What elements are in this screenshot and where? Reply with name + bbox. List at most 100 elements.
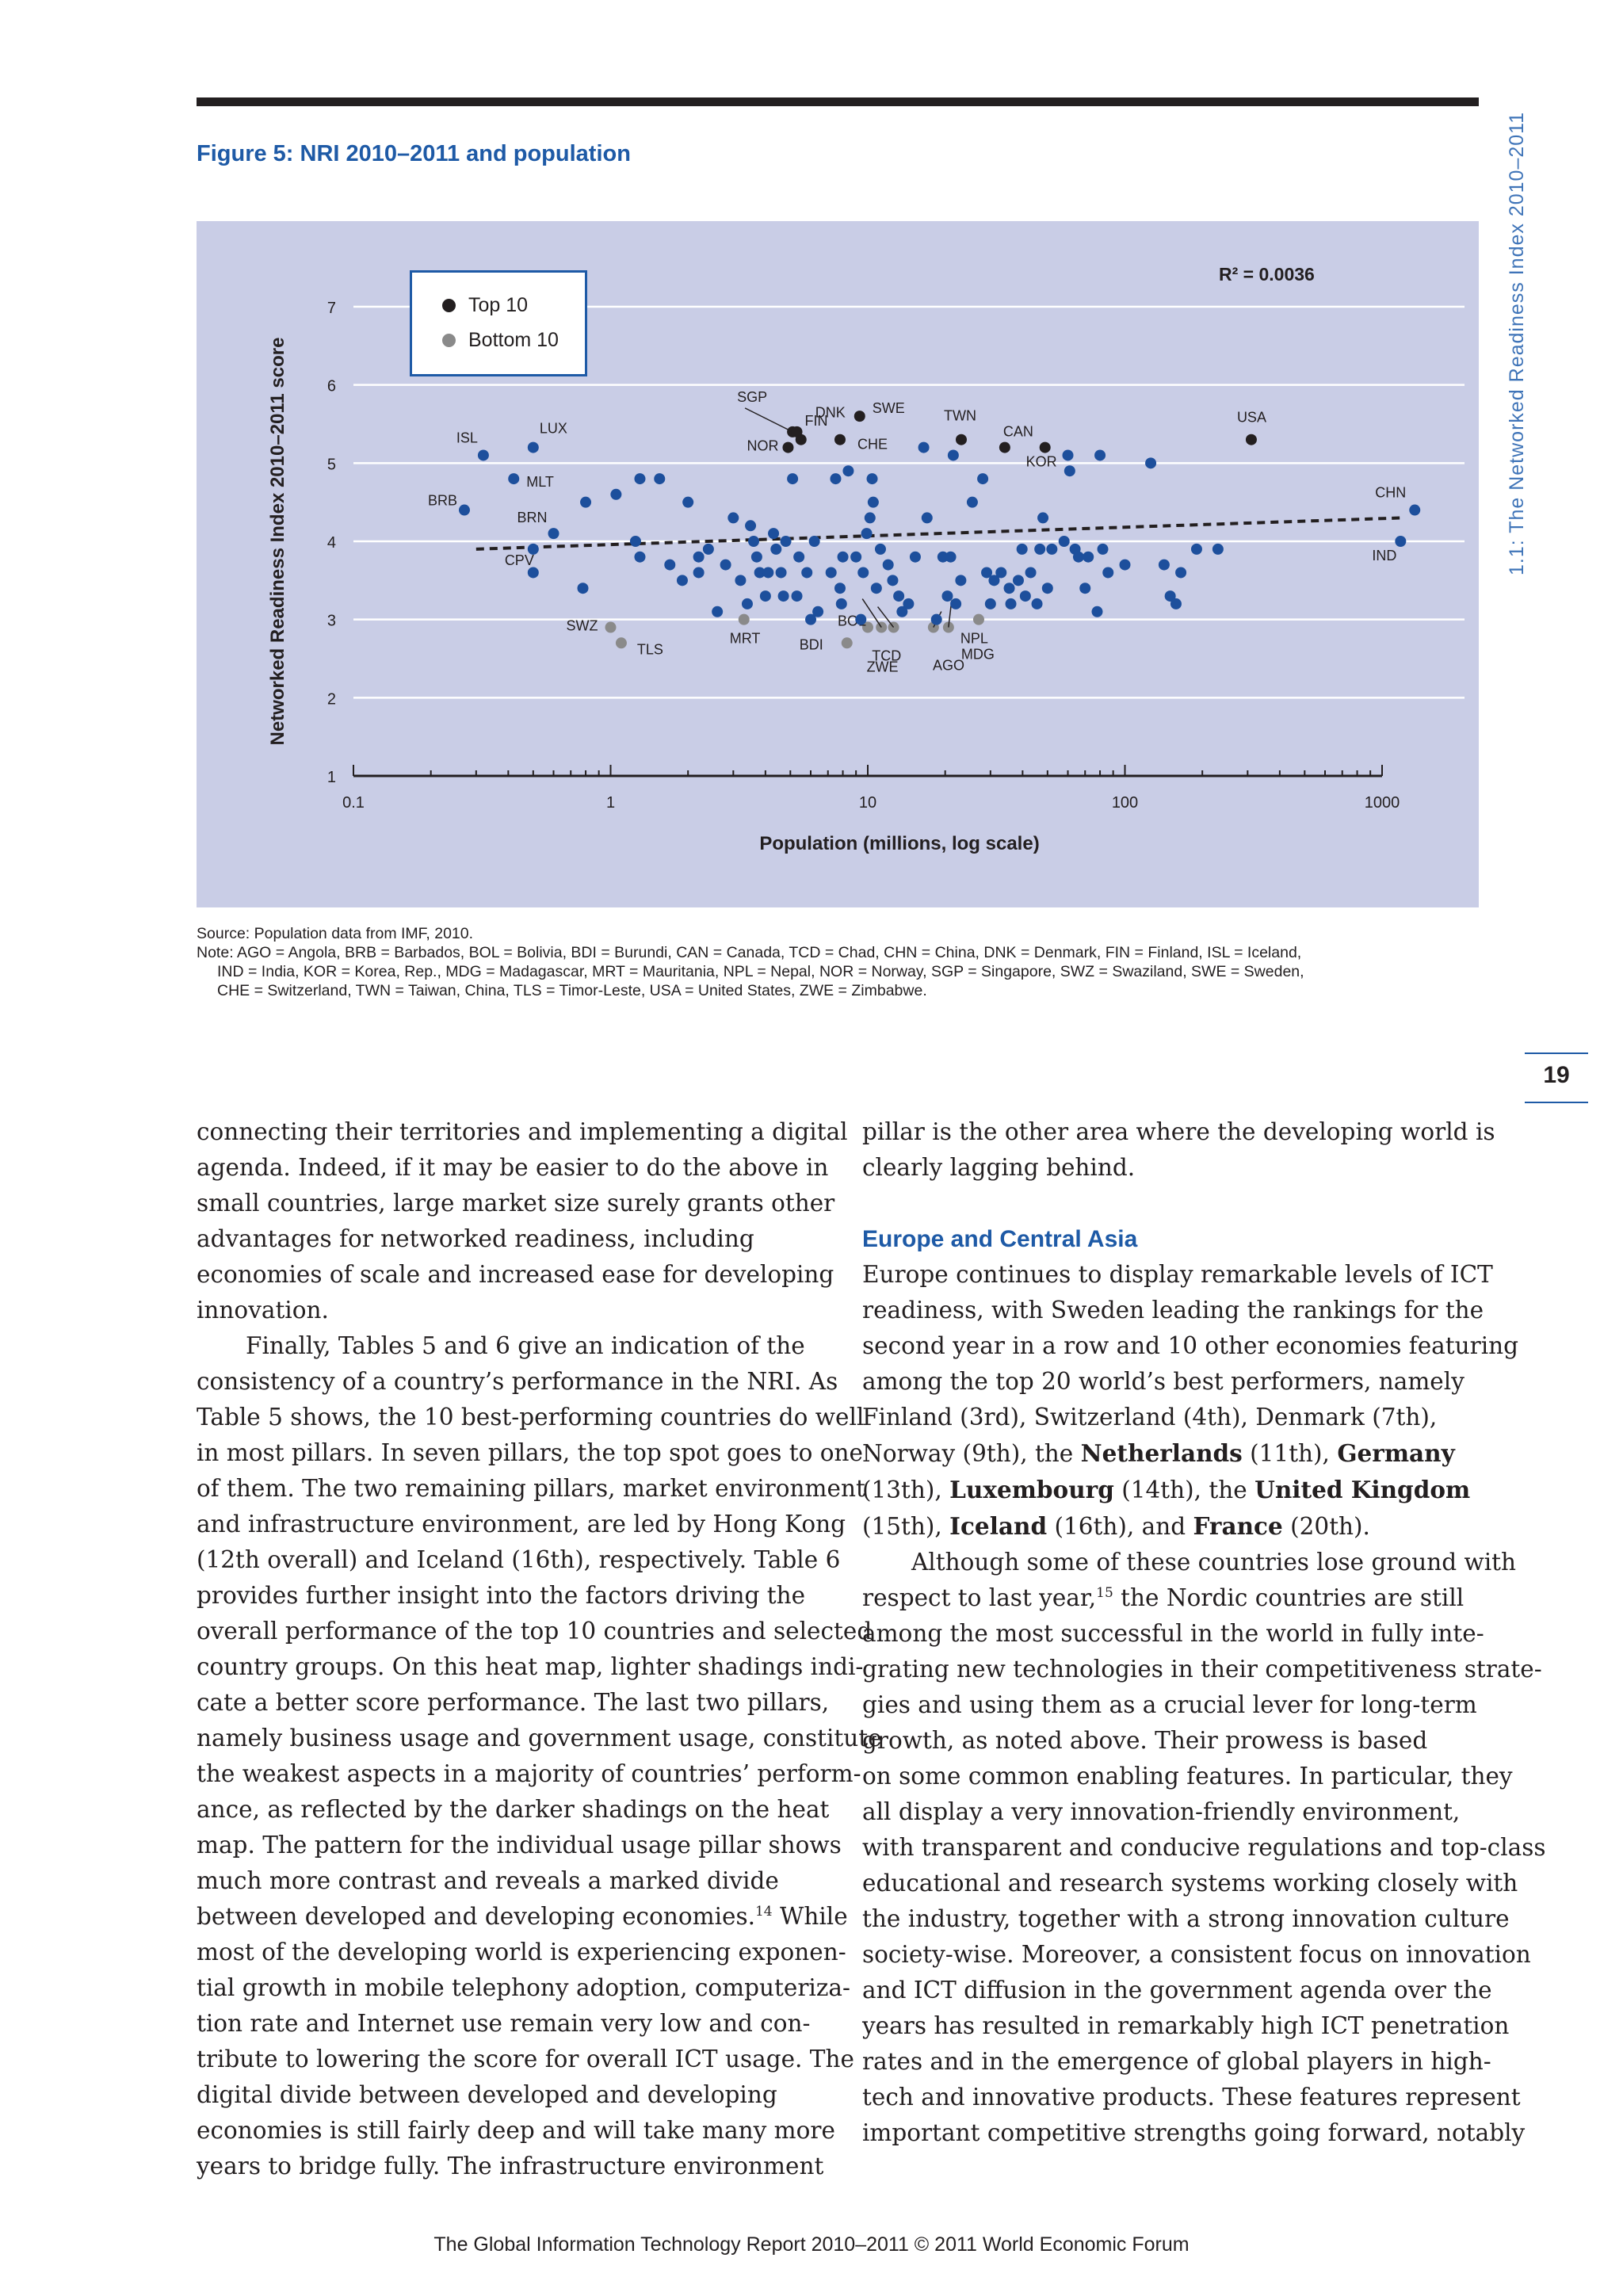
- text-line: pillar is the other area where the devel…: [862, 1118, 1495, 1145]
- text-line: clearly lagging behind.: [862, 1154, 1136, 1181]
- text-line: on some common enabling features. In par…: [862, 1763, 1513, 1790]
- point-label: CHN: [1375, 485, 1406, 501]
- text-line: growth, as noted above. Their prowess is…: [862, 1727, 1428, 1754]
- bottom10-point: [605, 621, 617, 633]
- y-tick-label: 7: [327, 300, 336, 317]
- text-line: (15th), Iceland (16th), and France (20th…: [862, 1508, 1480, 1545]
- country-point: [577, 583, 589, 594]
- country-point: [702, 543, 714, 555]
- country-point: [918, 441, 930, 453]
- country-point: [777, 590, 789, 602]
- country-point: [1079, 583, 1091, 594]
- text-line: all display a very innovation-friendly e…: [862, 1798, 1461, 1825]
- y-tick-label: 5: [327, 456, 336, 473]
- country-point: [882, 559, 894, 571]
- page-number: 19: [1543, 1062, 1570, 1088]
- x-tick-label: 0.1: [342, 794, 365, 812]
- point-label: BRB: [428, 493, 457, 509]
- text-line-with-footnote: between developed and developing economi…: [197, 1899, 848, 1935]
- country-point: [955, 575, 967, 586]
- y-tick-label: 6: [327, 378, 336, 395]
- country-point: [825, 567, 837, 579]
- y-tick-label: 2: [327, 690, 336, 708]
- bottom10-point: [738, 613, 750, 625]
- country-point: [981, 567, 993, 579]
- country-point: [610, 488, 622, 500]
- x-tick-label: 100: [1112, 794, 1138, 812]
- text-line: economies of scale and increased ease fo…: [197, 1261, 834, 1288]
- chart-panel: 1 2 3 4 5 6 7 0.1 1 10 100 1000 Population (millions…: [197, 221, 1479, 907]
- text-line: gies and using them as a crucial lever f…: [862, 1691, 1477, 1718]
- country-point: [1097, 543, 1109, 555]
- country-point: [745, 520, 757, 532]
- legend-label-bottom10: Bottom 10: [468, 328, 559, 351]
- label-leader-line: [744, 407, 793, 433]
- country-point: [768, 528, 780, 540]
- text-line: educational and research systems working…: [862, 1870, 1518, 1897]
- text-span: between developed and developing economi…: [197, 1903, 755, 1930]
- page-number-rule-bottom: [1525, 1102, 1588, 1103]
- country-name: United Kingdom: [1254, 1476, 1471, 1503]
- label-leader-line: [861, 598, 882, 628]
- country-point: [1058, 536, 1070, 547]
- country-point: [791, 590, 803, 602]
- top10-point: [999, 441, 1010, 453]
- bottom10-dot-icon: [442, 333, 456, 347]
- top-rule: [197, 97, 1479, 106]
- country-point: [1034, 543, 1046, 555]
- text-line: tech and innovative products. These feat…: [862, 2084, 1521, 2111]
- text-line: consistency of a country’s performance i…: [197, 1368, 838, 1395]
- text-line: years has resulted in remarkably high IC…: [862, 2012, 1510, 2039]
- country-point: [937, 551, 949, 563]
- country-point: [508, 473, 520, 485]
- country-point: [857, 567, 869, 579]
- text-line-with-footnote: respect to last year,15 the Nordic count…: [862, 1580, 1480, 1616]
- country-point: [770, 543, 782, 555]
- country-point: [1170, 598, 1182, 609]
- point-label: USA: [1237, 410, 1266, 426]
- country-point: [995, 567, 1007, 579]
- country-point: [676, 575, 688, 586]
- point-label: CHE: [857, 437, 888, 453]
- country-point: [1031, 598, 1043, 609]
- text-line: Finally, Tables 5 and 6 give an indicati…: [246, 1332, 805, 1359]
- text-span: (20th).: [1282, 1513, 1370, 1540]
- country-point: [727, 512, 739, 524]
- point-label: NPL: [960, 631, 988, 647]
- country-point: [741, 598, 753, 609]
- country-point: [861, 528, 873, 540]
- text-line: among the top 20 world’s best performers…: [862, 1368, 1465, 1395]
- country-point: [830, 473, 842, 485]
- note-line: CHE = Switzerland, TWN = Taiwan, China, …: [217, 982, 927, 999]
- country-point: [1062, 449, 1074, 461]
- text-line: most of the developing world is experien…: [197, 1939, 846, 1966]
- country-point: [805, 613, 817, 625]
- point-label: MDG: [961, 647, 995, 663]
- text-line: economies is still fairly deep and will …: [197, 2117, 835, 2144]
- point-label: ISL: [456, 430, 478, 445]
- country-point: [1158, 559, 1170, 571]
- text-line: innovation.: [197, 1297, 329, 1324]
- country-point: [988, 575, 1000, 586]
- country-point: [654, 473, 666, 485]
- y-tick-label: 3: [327, 613, 336, 630]
- bottom10-point: [972, 613, 984, 625]
- country-point: [548, 528, 559, 540]
- point-label: AGO: [933, 658, 964, 674]
- country-point: [850, 551, 862, 563]
- country-point: [1037, 512, 1049, 524]
- country-point: [775, 567, 787, 579]
- point-label: SWZ: [567, 618, 598, 634]
- country-point: [921, 512, 933, 524]
- country-point: [1190, 543, 1202, 555]
- country-name: Netherlands: [1080, 1439, 1243, 1467]
- country-name: Iceland: [949, 1512, 1048, 1540]
- r-squared-label: R² = 0.0036: [1219, 264, 1315, 285]
- country-point: [930, 613, 942, 625]
- country-point: [1041, 583, 1053, 594]
- country-point: [682, 496, 694, 508]
- country-point: [1212, 543, 1224, 555]
- country-point: [1409, 504, 1421, 516]
- point-label: BDI: [800, 636, 823, 652]
- text-line: connecting their territories and impleme…: [197, 1118, 848, 1145]
